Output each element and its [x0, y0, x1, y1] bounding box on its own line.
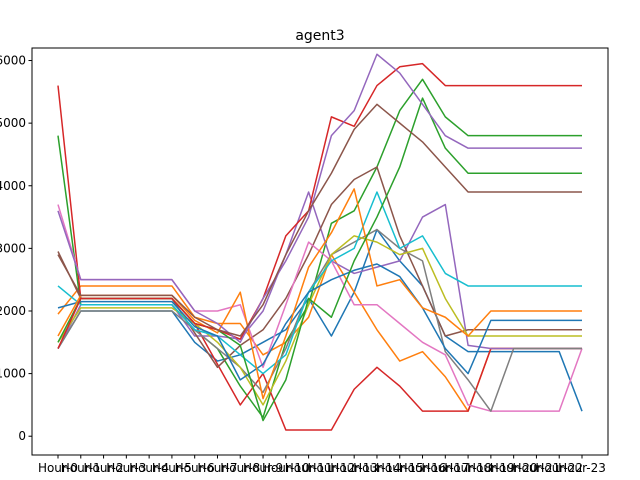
series-line-13 — [57, 97, 582, 422]
x-tick-label: Hour-1 — [61, 461, 101, 475]
y-tick-label: 2000 — [0, 304, 26, 318]
x-tick-label: Hour-22 — [535, 461, 583, 475]
x-tick-label: Hour-13 — [330, 461, 378, 475]
x-tick-label: Hour-0 — [38, 461, 78, 475]
series-line-6 — [57, 166, 582, 369]
series-line-14 — [57, 62, 582, 349]
x-tick-label: Hour-20 — [490, 461, 538, 475]
series-line-3 — [57, 78, 582, 419]
series-line-12 — [57, 188, 582, 400]
series-line-8 — [57, 228, 582, 412]
x-tick-label: Hour-17 — [421, 461, 469, 475]
x-tick-label: Hour-4 — [129, 461, 169, 475]
x-tick-label: Hour-14 — [353, 461, 401, 475]
series-line-16 — [57, 103, 582, 337]
x-tick-label: Hour-2 — [84, 461, 124, 475]
y-tick-label: 0 — [18, 429, 26, 443]
y-tick-label: 1000 — [0, 367, 26, 381]
series-line-15 — [57, 53, 582, 344]
x-tick-label: Hour-19 — [467, 461, 515, 475]
axes-layer: 0100020003000400050006000Hour-0Hour-1Hou… — [0, 54, 606, 475]
x-tick-label: Hour-21 — [513, 461, 561, 475]
x-tick-label: Hour-9 — [243, 461, 283, 475]
x-tick-label: Hour-8 — [220, 461, 260, 475]
x-tick-label: Hour-15 — [376, 461, 424, 475]
x-tick-label: Hour-16 — [399, 461, 447, 475]
x-tick-label: Hour-12 — [308, 461, 356, 475]
series-layer — [57, 53, 583, 431]
series-line-9 — [57, 235, 582, 406]
chart-title: agent3 — [295, 28, 344, 44]
plot-frame — [31, 47, 609, 456]
series-line-5 — [57, 191, 582, 350]
y-tick-label: 4000 — [0, 179, 26, 193]
x-tick-label: Hour-18 — [444, 461, 492, 475]
y-tick-label: 5000 — [0, 116, 26, 130]
x-tick-label: Hour-11 — [285, 461, 333, 475]
x-tick-label: Hour-3 — [106, 461, 146, 475]
x-tick-label: Hour-7 — [197, 461, 237, 475]
x-tick-label: Hour-5 — [152, 461, 192, 475]
x-tick-label: Hour-23 — [558, 461, 606, 475]
series-line-11 — [57, 263, 582, 381]
x-tick-label: Hour-10 — [262, 461, 310, 475]
x-tick-label: Hour-6 — [175, 461, 215, 475]
series-line-10 — [57, 191, 582, 375]
y-tick-label: 6000 — [0, 54, 26, 68]
